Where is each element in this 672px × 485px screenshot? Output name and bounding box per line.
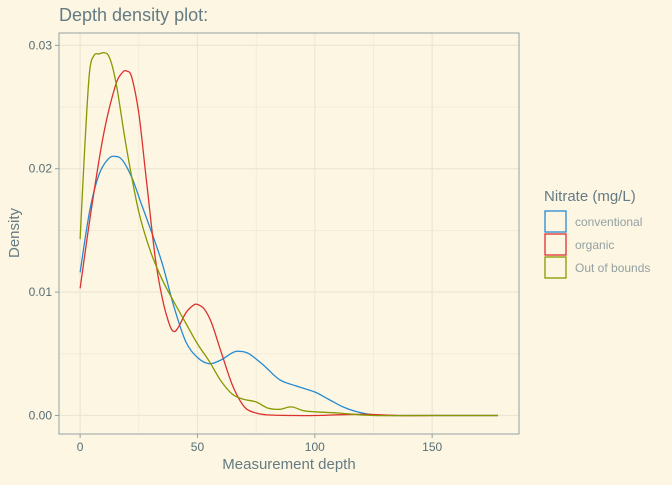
x-tick-label: 50 — [191, 440, 205, 454]
legend-key-conventional — [544, 210, 567, 233]
y-tick-label: 0.02 — [29, 162, 53, 176]
y-axis: 0.00 0.01 0.02 0.03 — [29, 38, 59, 422]
legend-label-conventional: conventional — [575, 215, 642, 229]
density-line-out-of-bounds — [79, 52, 498, 417]
x-tick-label: 150 — [422, 440, 442, 454]
x-tick-label: 0 — [77, 440, 84, 454]
legend: Nitrate (mg/L) conventional organic Out of… — [544, 188, 650, 279]
legend-key-organic — [544, 233, 567, 256]
y-tick-label: 0.01 — [29, 285, 53, 299]
legend-label-out-of-bounds: Out of bounds — [575, 261, 650, 275]
y-tick-label: 0.00 — [29, 408, 53, 422]
plot-panel-border — [58, 32, 520, 435]
x-axis: 0 50 100 150 — [77, 434, 442, 454]
legend-key-out-of-bounds — [544, 256, 567, 279]
y-tick-label: 0.03 — [29, 38, 53, 52]
y-axis-label: Density — [6, 207, 23, 258]
legend-title: Nitrate (mg/L) — [544, 188, 636, 205]
x-axis-label: Measurement depth — [222, 456, 355, 473]
chart-title: Depth density plot: — [59, 5, 208, 25]
density-line-organic — [79, 69, 498, 417]
series-layer — [79, 52, 498, 417]
grid-lines — [59, 33, 519, 434]
density-line-conventional — [79, 155, 498, 417]
legend-label-organic: organic — [575, 238, 614, 252]
x-tick-label: 100 — [305, 440, 325, 454]
